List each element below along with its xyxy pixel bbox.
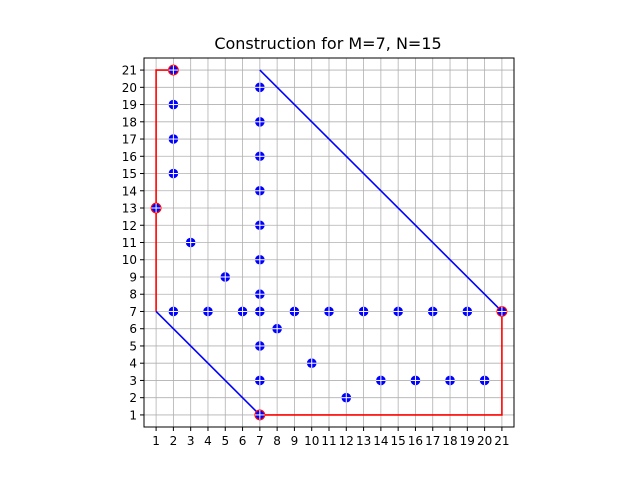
- x-tick-label: 7: [256, 434, 264, 448]
- y-tick-label: 9: [129, 270, 137, 284]
- y-tick-label: 20: [122, 81, 137, 95]
- data-point: [168, 134, 179, 144]
- y-tick-label: 21: [122, 64, 137, 78]
- data-point: [289, 306, 300, 317]
- y-tick-label: 11: [122, 236, 137, 250]
- x-tick-label: 10: [304, 434, 319, 448]
- data-point: [168, 99, 179, 110]
- x-tick-label: 6: [239, 434, 247, 448]
- x-tick-label: 15: [391, 434, 406, 448]
- data-point: [255, 306, 265, 317]
- y-tick-label: 2: [129, 391, 137, 405]
- x-tick-label: 11: [321, 434, 336, 448]
- data-point: [255, 151, 265, 162]
- data-point: [168, 168, 179, 179]
- red-path-line: [259, 311, 503, 416]
- data-point: [255, 185, 265, 196]
- data-point: [255, 375, 265, 386]
- data-points: [150, 64, 508, 421]
- data-point: [272, 323, 282, 334]
- x-tick-label: 2: [170, 434, 178, 448]
- data-point: [255, 220, 265, 231]
- data-point: [358, 306, 369, 317]
- data-point: [255, 116, 265, 127]
- red-path-line: [155, 69, 174, 312]
- y-tick-label: 3: [129, 374, 137, 388]
- y-tick-label: 4: [129, 357, 137, 371]
- x-tick-label: 8: [273, 434, 281, 448]
- x-tick-label: 3: [187, 434, 195, 448]
- data-point: [150, 202, 162, 214]
- x-tick-label: 17: [425, 434, 440, 448]
- data-point: [410, 375, 421, 386]
- x-tick-label: 5: [221, 434, 229, 448]
- x-tick-label: 9: [291, 434, 299, 448]
- y-tick-label: 18: [122, 115, 137, 129]
- y-tick-label: 12: [122, 219, 137, 233]
- y-tick-label: 19: [122, 98, 137, 112]
- data-point: [427, 306, 438, 317]
- data-point: [376, 375, 386, 386]
- data-point: [255, 82, 265, 93]
- y-tick-label: 1: [129, 408, 137, 422]
- y-tick-label: 13: [122, 202, 137, 216]
- x-tick-label: 14: [373, 434, 388, 448]
- data-point: [306, 358, 317, 369]
- data-point: [496, 306, 508, 317]
- y-tick-label: 15: [122, 167, 137, 181]
- data-point: [341, 392, 352, 403]
- data-point: [393, 306, 403, 317]
- data-point: [462, 306, 473, 317]
- x-tick-label: 18: [442, 434, 457, 448]
- data-point: [324, 306, 334, 317]
- x-tick-label: 12: [339, 434, 354, 448]
- data-point: [255, 289, 265, 300]
- data-point: [255, 254, 265, 265]
- data-point: [220, 272, 231, 282]
- x-tick-label: 20: [477, 434, 492, 448]
- data-point: [255, 341, 265, 351]
- y-tick-label: 16: [122, 150, 137, 164]
- y-tick-label: 17: [122, 133, 137, 147]
- x-tick-label: 4: [204, 434, 212, 448]
- y-tick-label: 5: [129, 339, 137, 353]
- data-point: [237, 306, 248, 317]
- x-tick-label: 1: [152, 434, 160, 448]
- data-point: [185, 237, 196, 248]
- data-point: [167, 64, 179, 76]
- data-point: [445, 375, 455, 386]
- x-tick-label: 13: [356, 434, 371, 448]
- y-tick-label: 8: [129, 288, 137, 302]
- data-point: [254, 409, 266, 421]
- x-tick-label: 16: [408, 434, 423, 448]
- grid-lines: [144, 58, 514, 427]
- y-tick-label: 14: [122, 184, 137, 198]
- y-tick-label: 10: [122, 253, 137, 267]
- blue-path-line: [259, 69, 503, 313]
- y-tick-label: 7: [129, 305, 137, 319]
- y-tick-label: 6: [129, 322, 137, 336]
- data-point: [203, 306, 213, 317]
- x-tick-label: 19: [460, 434, 475, 448]
- data-point: [168, 306, 179, 317]
- x-axis-ticks: 1 2 3 4 5 6 7 8 9 10 11 12 13 14 15 16 17 18 19 20 21: [152, 427, 510, 448]
- blue-path-line: [155, 310, 261, 416]
- chart-title: Construction for M=7, N=15: [214, 34, 441, 53]
- construction-lines: [155, 69, 503, 416]
- data-point: [479, 375, 490, 386]
- x-tick-label: 21: [494, 434, 509, 448]
